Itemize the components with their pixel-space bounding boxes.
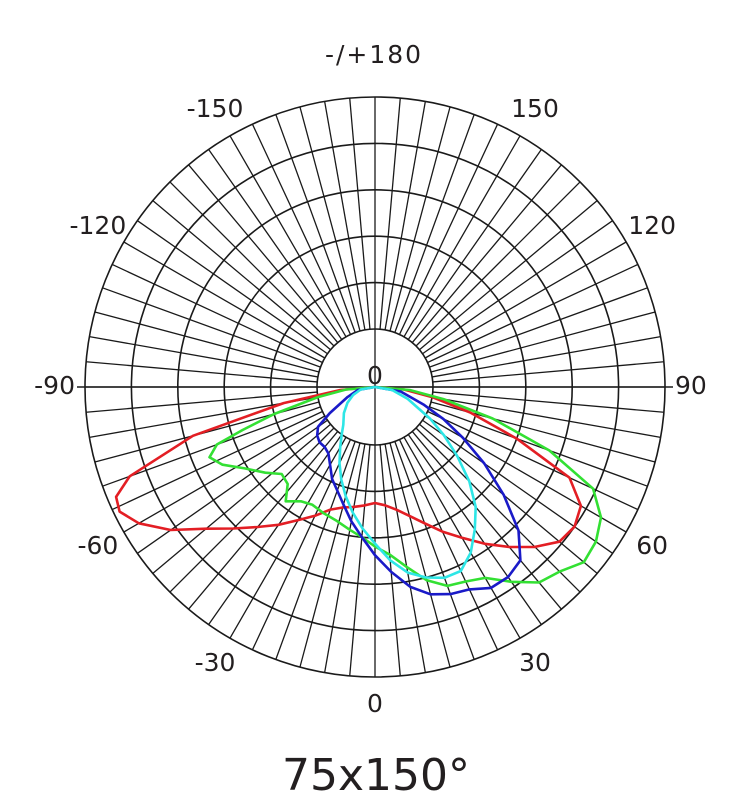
angle-label: 30	[519, 648, 551, 677]
grid-spoke	[419, 423, 598, 574]
grid-spoke	[398, 439, 499, 651]
top-label: -/+180	[325, 40, 423, 69]
grid-spoke	[349, 98, 371, 330]
grid-spoke	[411, 431, 562, 610]
chart-title: 75x150°	[282, 750, 470, 801]
grid-spoke	[432, 396, 661, 438]
angle-label: 90	[675, 371, 707, 400]
grid-spoke	[422, 220, 613, 355]
grid-spoke	[299, 106, 361, 332]
grid-spoke	[415, 181, 581, 347]
grid-spoke	[389, 442, 451, 668]
grid-spoke	[429, 406, 648, 487]
grid-spoke	[208, 149, 343, 340]
grid-spoke	[415, 427, 581, 593]
grid-spoke	[430, 311, 656, 373]
grid-spoke	[419, 200, 598, 351]
grid-spoke	[424, 241, 627, 359]
grid-spoke	[432, 361, 664, 383]
series-curve	[315, 385, 522, 596]
grid-spoke	[169, 181, 335, 347]
grid-spoke	[229, 135, 347, 338]
grid-spoke	[208, 434, 343, 625]
grid-spoke	[251, 123, 352, 335]
center-label: 0	[367, 361, 383, 390]
grid-spoke	[102, 287, 321, 368]
grid-spoke	[251, 439, 352, 651]
grid-spoke	[429, 287, 648, 368]
grid-spoke	[86, 361, 318, 383]
grid-spoke	[188, 431, 339, 610]
grid-spoke	[188, 164, 339, 343]
grid-spoke	[89, 336, 318, 378]
angle-labels: -/+180 0 150 120 90 60 30 0 -30 -60 -90 -120 -150	[34, 40, 707, 718]
grid-spoke	[123, 415, 326, 533]
polar-grid	[77, 96, 673, 678]
angle-label: -120	[69, 211, 126, 240]
grid-spoke	[152, 423, 331, 574]
series-curve	[338, 385, 477, 580]
grid-spoke	[169, 427, 335, 593]
grid-spoke	[349, 444, 371, 676]
grid-spoke	[384, 444, 426, 673]
grid-spoke	[422, 419, 613, 554]
grid-spoke	[94, 311, 320, 373]
grid-spoke	[324, 444, 366, 673]
grid-spoke	[427, 263, 639, 364]
grid-spoke	[389, 106, 451, 332]
grid-spoke	[324, 101, 366, 330]
angle-label: 0	[367, 689, 383, 718]
grid-spoke	[152, 200, 331, 351]
grid-spoke	[299, 442, 361, 668]
grid-spoke	[398, 123, 499, 335]
grid-spoke	[229, 436, 347, 639]
series-layer	[114, 385, 603, 596]
grid-spoke	[137, 419, 328, 554]
angle-label: -150	[187, 94, 244, 123]
series-curve	[114, 385, 583, 549]
grid-spoke	[102, 406, 321, 487]
grid-spoke	[407, 149, 542, 340]
angle-label: -90	[34, 371, 75, 400]
grid-spoke	[111, 263, 323, 364]
angle-label: -30	[195, 648, 236, 677]
grid-spoke	[432, 336, 661, 378]
grid-spoke	[137, 220, 328, 355]
grid-spoke	[275, 114, 356, 333]
grid-spoke	[379, 98, 401, 330]
series-curve	[208, 385, 603, 588]
grid-spoke	[432, 391, 664, 413]
angle-label: 60	[636, 531, 668, 560]
angle-label: -60	[77, 531, 118, 560]
grid-spoke	[123, 241, 326, 359]
angle-label: 120	[628, 211, 676, 240]
grid-spoke	[403, 135, 521, 338]
grid-spoke	[384, 101, 426, 330]
grid-spoke	[394, 441, 475, 660]
grid-spoke	[86, 391, 318, 413]
grid-spoke	[411, 164, 562, 343]
grid-spoke	[394, 114, 475, 333]
angle-label: 150	[511, 94, 559, 123]
grid-spoke	[427, 410, 639, 511]
